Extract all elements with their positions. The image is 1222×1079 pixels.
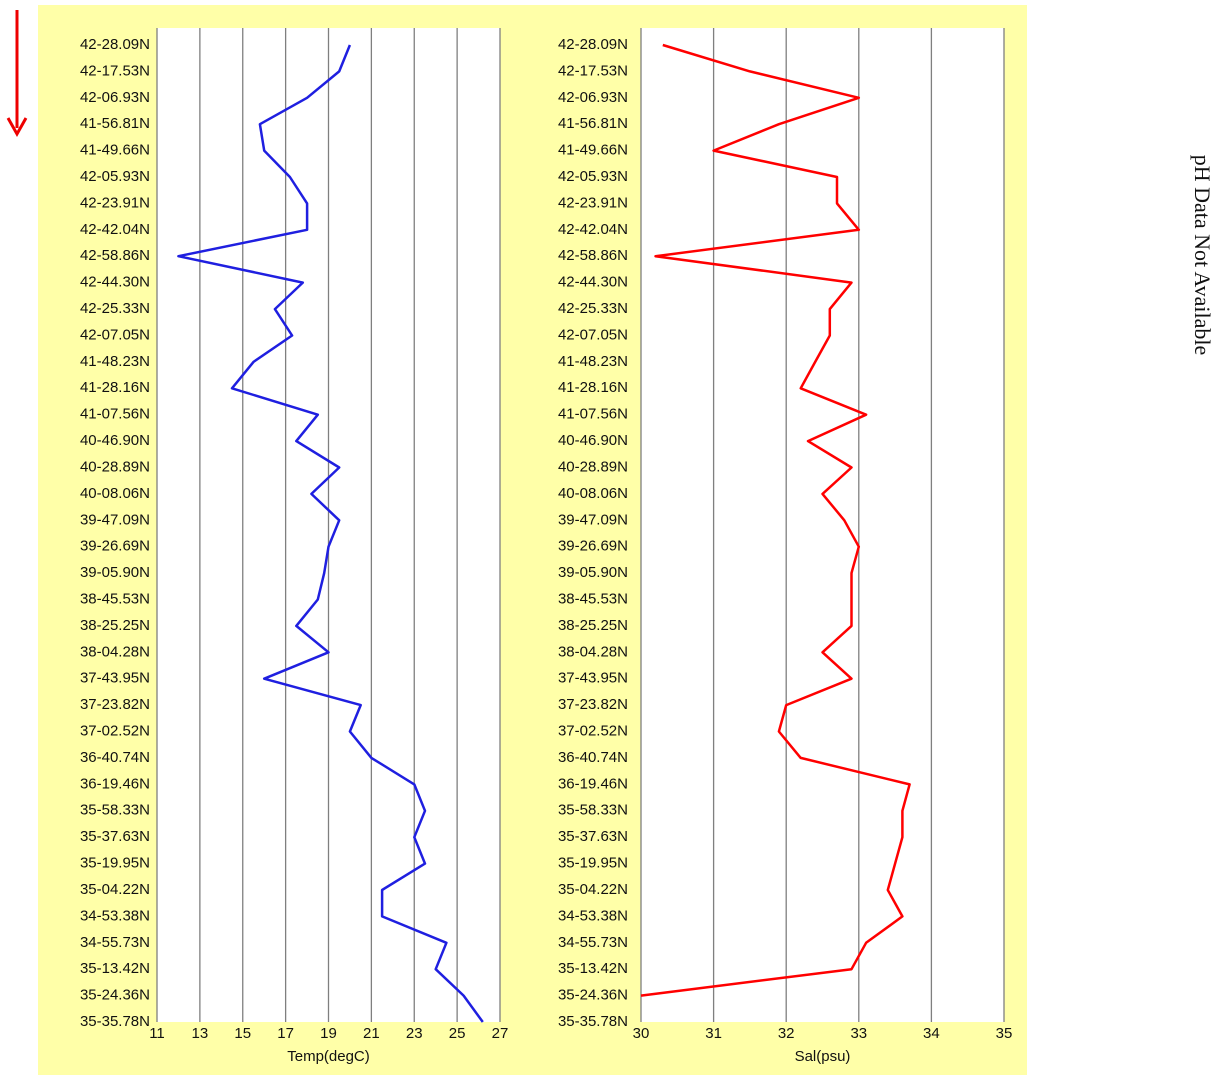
x-tick-label: 13: [192, 1025, 209, 1042]
y-tick-label: 35-13.42N: [80, 960, 150, 977]
y-tick-label: 38-45.53N: [558, 590, 628, 607]
y-tick-label: 37-43.95N: [80, 670, 150, 687]
y-tick-label: 42-06.93N: [558, 89, 628, 106]
y-tick-label: 35-04.22N: [558, 881, 628, 898]
x-tick-label: 34: [923, 1025, 940, 1042]
y-tick-label: 42-17.53N: [558, 62, 628, 79]
y-tick-label: 42-25.33N: [80, 300, 150, 317]
y-tick-label: 37-43.95N: [558, 670, 628, 687]
y-tick-label: 38-04.28N: [558, 643, 628, 660]
y-tick-label: 38-25.25N: [558, 617, 628, 634]
direction-arrow: [6, 10, 28, 138]
y-tick-label: 42-05.93N: [558, 168, 628, 185]
y-tick-label: 41-48.23N: [558, 353, 628, 370]
y-tick-label: 35-24.36N: [80, 987, 150, 1004]
y-tick-label: 39-47.09N: [558, 511, 628, 528]
x-tick-label: 17: [277, 1025, 294, 1042]
y-tick-label: 42-58.86N: [558, 247, 628, 264]
x-tick-label: 19: [320, 1025, 337, 1042]
y-tick-label: 34-53.38N: [558, 907, 628, 924]
y-tick-label: 41-49.66N: [80, 142, 150, 159]
y-tick-label: 42-07.05N: [558, 326, 628, 343]
y-tick-label: 42-42.04N: [80, 221, 150, 238]
x-tick-label: 33: [850, 1025, 867, 1042]
y-tick-label: 42-28.09N: [80, 36, 150, 53]
y-tick-label: 35-04.22N: [80, 881, 150, 898]
y-tick-label: 36-19.46N: [558, 775, 628, 792]
y-tick-label: 40-28.89N: [558, 458, 628, 475]
y-tick-label: 35-37.63N: [80, 828, 150, 845]
y-tick-label: 41-28.16N: [558, 379, 628, 396]
x-tick-label: 27: [492, 1025, 509, 1042]
x-tick-label: 11: [149, 1025, 165, 1042]
y-tick-label: 41-07.56N: [80, 406, 150, 423]
y-tick-label: 35-35.78N: [80, 1013, 150, 1030]
y-tick-label: 41-28.16N: [80, 379, 150, 396]
y-tick-label: 42-05.93N: [80, 168, 150, 185]
y-tick-label: 39-05.90N: [558, 564, 628, 581]
y-tick-label: 34-55.73N: [558, 934, 628, 951]
y-tick-label: 42-23.91N: [558, 194, 628, 211]
y-tick-label: 37-02.52N: [558, 723, 628, 740]
x-tick-label: 25: [449, 1025, 466, 1042]
y-tick-label: 42-23.91N: [80, 194, 150, 211]
y-tick-label: 40-46.90N: [80, 432, 150, 449]
y-tick-label: 40-46.90N: [558, 432, 628, 449]
y-tick-label: 42-06.93N: [80, 89, 150, 106]
y-tick-label: 42-07.05N: [80, 326, 150, 343]
y-tick-label: 42-17.53N: [80, 62, 150, 79]
y-tick-label: 35-19.95N: [558, 855, 628, 872]
y-tick-label: 40-08.06N: [558, 485, 628, 502]
x-tick-label: 35: [996, 1025, 1013, 1042]
y-tick-label: 35-19.95N: [80, 855, 150, 872]
y-tick-label: 39-05.90N: [80, 564, 150, 581]
y-tick-label: 35-37.63N: [558, 828, 628, 845]
y-tick-label: 39-26.69N: [80, 538, 150, 555]
y-tick-label: 40-08.06N: [80, 485, 150, 502]
ph-message: pH Data Not Available: [1190, 155, 1215, 356]
y-tick-label: 41-07.56N: [558, 406, 628, 423]
y-tick-label: 36-19.46N: [80, 775, 150, 792]
data-line: [640, 43, 911, 997]
y-tick-label: 37-02.52N: [80, 723, 150, 740]
y-tick-label: 39-47.09N: [80, 511, 150, 528]
plot-area: [641, 28, 1004, 1022]
y-tick-label: 42-28.09N: [558, 36, 628, 53]
y-tick-label: 37-23.82N: [558, 696, 628, 713]
y-tick-label: 35-58.33N: [558, 802, 628, 819]
x-tick-label: 23: [406, 1025, 423, 1042]
y-tick-label: 42-58.86N: [80, 247, 150, 264]
y-tick-label: 42-25.33N: [558, 300, 628, 317]
y-tick-label: 35-58.33N: [80, 802, 150, 819]
y-tick-label: 38-04.28N: [80, 643, 150, 660]
y-tick-label: 42-44.30N: [80, 274, 150, 291]
y-tick-label: 41-49.66N: [558, 142, 628, 159]
y-tick-label: 37-23.82N: [80, 696, 150, 713]
y-tick-label: 41-48.23N: [80, 353, 150, 370]
y-tick-label: 41-56.81N: [558, 115, 628, 132]
y-tick-label: 35-24.36N: [558, 987, 628, 1004]
y-tick-label: 42-44.30N: [558, 274, 628, 291]
y-tick-label: 38-45.53N: [80, 590, 150, 607]
y-tick-label: 36-40.74N: [80, 749, 150, 766]
y-tick-label: 38-25.25N: [80, 617, 150, 634]
x-tick-label: 32: [778, 1025, 795, 1042]
x-axis-title: Sal(psu): [795, 1048, 851, 1065]
x-tick-label: 21: [363, 1025, 380, 1042]
x-tick-label: 15: [234, 1025, 251, 1042]
y-tick-label: 40-28.89N: [80, 458, 150, 475]
y-tick-label: 39-26.69N: [558, 538, 628, 555]
x-axis-title: Temp(degC): [287, 1048, 370, 1065]
y-tick-label: 36-40.74N: [558, 749, 628, 766]
y-tick-label: 34-55.73N: [80, 934, 150, 951]
data-line: [177, 44, 484, 1023]
x-tick-label: 30: [633, 1025, 650, 1042]
y-tick-label: 35-13.42N: [558, 960, 628, 977]
y-tick-label: 42-42.04N: [558, 221, 628, 238]
y-tick-label: 41-56.81N: [80, 115, 150, 132]
x-tick-label: 31: [705, 1025, 722, 1042]
y-tick-label: 35-35.78N: [558, 1013, 628, 1030]
y-tick-label: 34-53.38N: [80, 907, 150, 924]
